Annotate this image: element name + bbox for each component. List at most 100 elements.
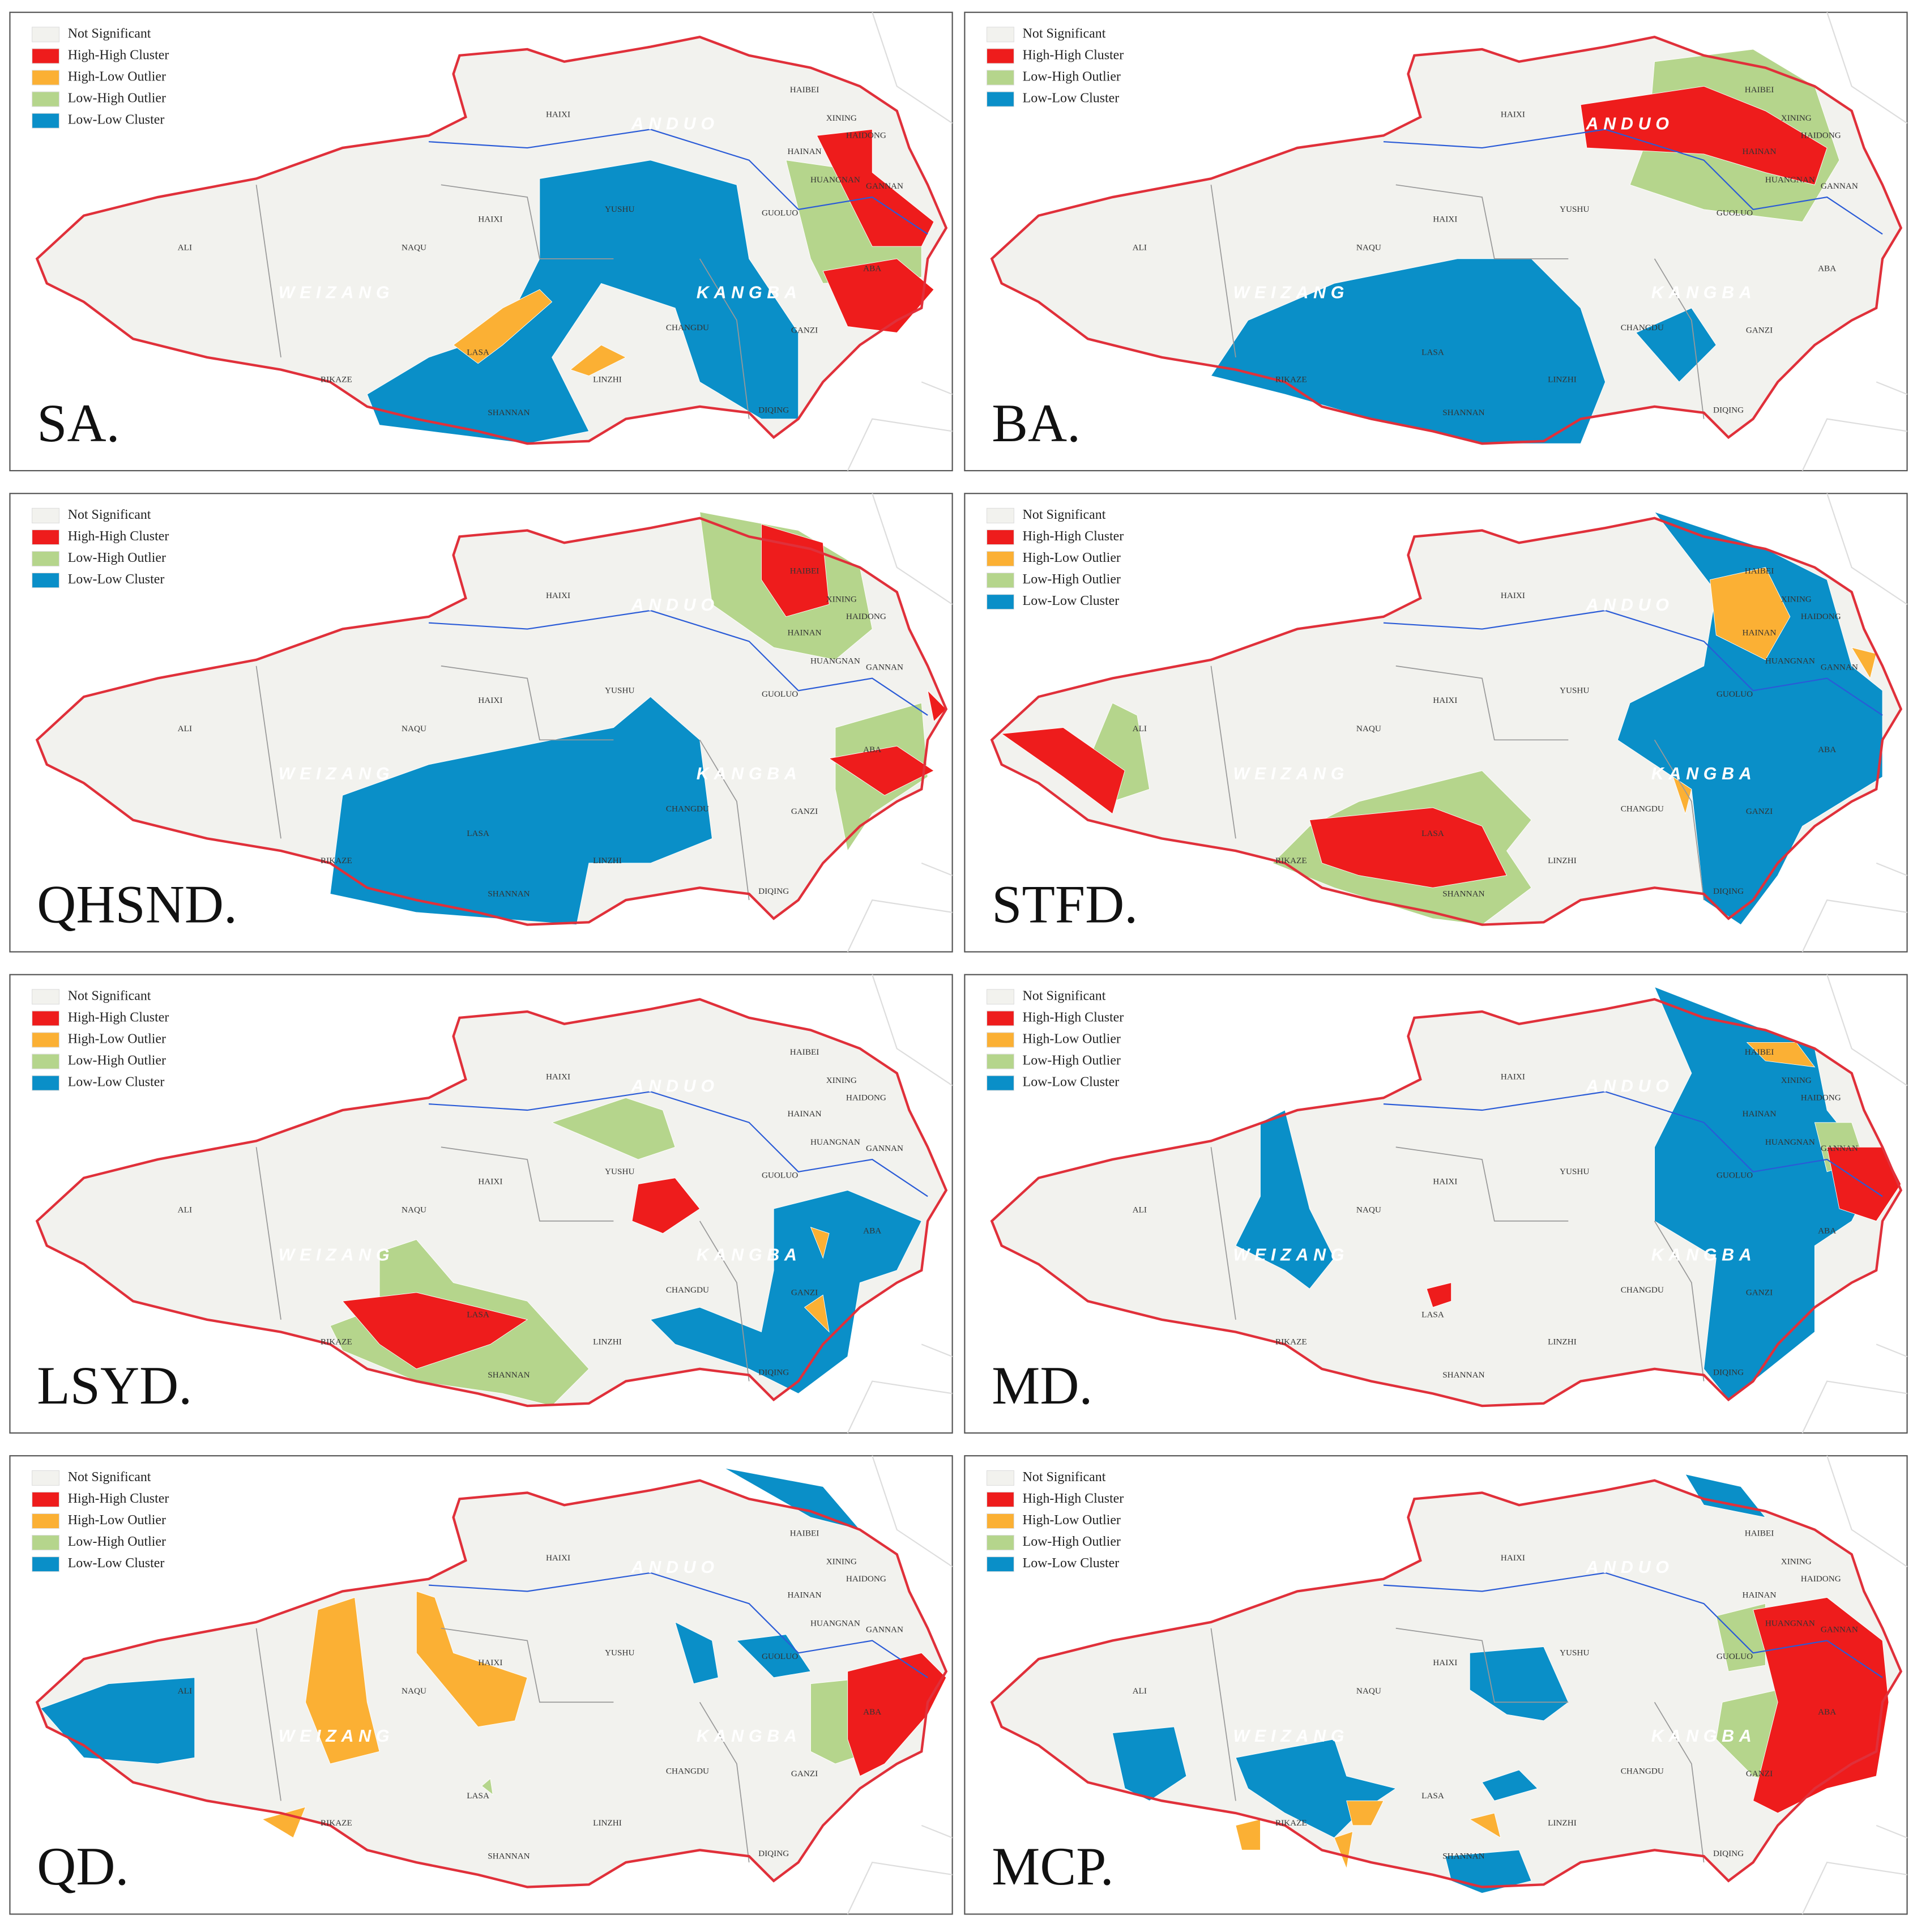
place-name: ABA [1818, 1226, 1836, 1236]
place-name: LASA [1421, 1791, 1444, 1801]
legend-swatch [32, 507, 60, 523]
legend-label: High-Low Outlier [1023, 1032, 1121, 1047]
place-name: HAIBEI [790, 85, 819, 95]
cluster-area [1235, 1110, 1335, 1290]
legend-swatch [986, 91, 1014, 107]
place-name: XINING [1781, 595, 1812, 604]
place-name: GUOLUO [1717, 689, 1753, 699]
legend-label: Not Significant [1023, 1470, 1106, 1485]
cluster-area [1334, 1831, 1354, 1870]
place-name: HAIDONG [1801, 1093, 1841, 1103]
legend-label: Not Significant [68, 988, 151, 1003]
place-name: HAIXI [1433, 696, 1457, 705]
place-name: GANNAN [866, 1624, 903, 1634]
legend-label: High-High Cluster [1023, 1010, 1124, 1025]
region-name: WEIZANG [279, 764, 395, 783]
region-name: WEIZANG [279, 1726, 395, 1746]
place-name: XINING [826, 1557, 857, 1567]
place-name: HAIXI [478, 696, 502, 705]
legend-swatch [32, 70, 60, 86]
place-name: YUSHU [1560, 686, 1589, 696]
legend-label: Not Significant [1023, 26, 1106, 41]
region-name: ANDUO [1586, 114, 1674, 133]
map-panel: ANDUO WEIZANG KANGBA HAIXI HAIBEI XINING HAIDO… [964, 493, 1908, 953]
place-name: GANZI [791, 325, 818, 335]
province-boundary [429, 129, 928, 235]
place-name: DIQING [758, 886, 789, 896]
place-name: YUSHU [605, 1167, 634, 1176]
plateau-outline [990, 36, 1903, 445]
place-name: HUANGNAN [810, 656, 860, 666]
place-name: NAQU [1356, 1205, 1381, 1215]
place-name: HAIXI [1433, 215, 1457, 224]
cluster-area [1715, 1603, 1766, 1672]
place-name: CHANGDU [1621, 1766, 1664, 1776]
cluster-area [1469, 1812, 1501, 1839]
neighbor-boundaries [847, 974, 953, 1434]
place-name: HAIXI [1433, 1658, 1457, 1667]
place-name: GUOLUO [1717, 1171, 1753, 1180]
legend-label: Low-High Outlier [1023, 572, 1121, 587]
panel-label: QHSND. [37, 874, 237, 934]
cluster-area [761, 524, 830, 617]
region-name: WEIZANG [1233, 1245, 1350, 1264]
place-name: RIKAZE [1275, 856, 1307, 865]
place-name: SHANNAN [1442, 1370, 1484, 1380]
place-name: ALI [178, 1686, 192, 1696]
place-name: ABA [863, 1707, 881, 1717]
cluster-area [366, 160, 799, 444]
place-name: LASA [1421, 1310, 1444, 1319]
cluster-area [452, 289, 553, 364]
legend-label: Low-Low Cluster [68, 1075, 165, 1090]
cluster-area [570, 344, 627, 376]
place-name: YUSHU [605, 204, 634, 214]
legend-label: Low-High Outlier [1023, 70, 1121, 84]
plateau-outline [990, 997, 1903, 1408]
place-name: GANZI [1746, 1769, 1773, 1779]
legend-swatch [32, 989, 60, 1005]
region-name: KANGBA [697, 1245, 802, 1264]
cluster-area [1636, 308, 1717, 383]
place-name: GANZI [1746, 1287, 1773, 1297]
legend-swatch [986, 1491, 1014, 1508]
region-name: KANGBA [1651, 764, 1757, 783]
place-name: CHANGDU [666, 323, 709, 332]
place-name: XINING [826, 595, 857, 604]
legend-label: Not Significant [1023, 507, 1106, 522]
region-name: ANDUO [631, 1076, 719, 1095]
plateau [992, 1480, 1901, 1887]
place-name: HAINAN [1742, 147, 1776, 156]
legend-swatch [32, 1032, 60, 1048]
legend-label: High-High Cluster [68, 1010, 169, 1025]
region-name: WEIZANG [279, 283, 395, 302]
province-boundary [1383, 609, 1883, 716]
plateau-outline [35, 36, 948, 445]
place-name: ALI [178, 724, 192, 733]
place-name: NAQU [402, 724, 426, 733]
cluster-area [1617, 511, 1883, 926]
place-name: LASA [467, 829, 489, 838]
map-panel: ANDUO WEIZANG KANGBA HAIXI HAIBEI XINING HAIDO… [9, 11, 953, 472]
plateau [37, 518, 946, 925]
place-name: HAIBEI [790, 1047, 819, 1057]
place-name: ALI [1133, 1205, 1147, 1215]
panel-label: SA. [37, 393, 119, 453]
place-name: GANNAN [1821, 1144, 1858, 1153]
plateau [992, 999, 1901, 1406]
place-name: HAINAN [1742, 628, 1776, 637]
legend-label: Low-Low Cluster [1023, 594, 1120, 608]
place-name: GUOLUO [762, 689, 798, 699]
place-name: CHANGDU [666, 804, 709, 813]
cluster-area [810, 1226, 830, 1259]
place-name: NAQU [402, 1205, 426, 1215]
legend-swatch [986, 573, 1014, 588]
legend-swatch [986, 551, 1014, 567]
place-name: DIQING [1713, 1849, 1744, 1858]
place-name: HAINAN [788, 147, 822, 156]
region-name: ANDUO [631, 114, 719, 133]
place-name: GANNAN [1821, 1624, 1858, 1634]
place-name: HAIXI [1433, 1177, 1457, 1187]
place-name: LINZHI [1548, 856, 1577, 865]
place-name: HAIXI [478, 1177, 502, 1187]
place-name: RIKAZE [1275, 1818, 1307, 1828]
